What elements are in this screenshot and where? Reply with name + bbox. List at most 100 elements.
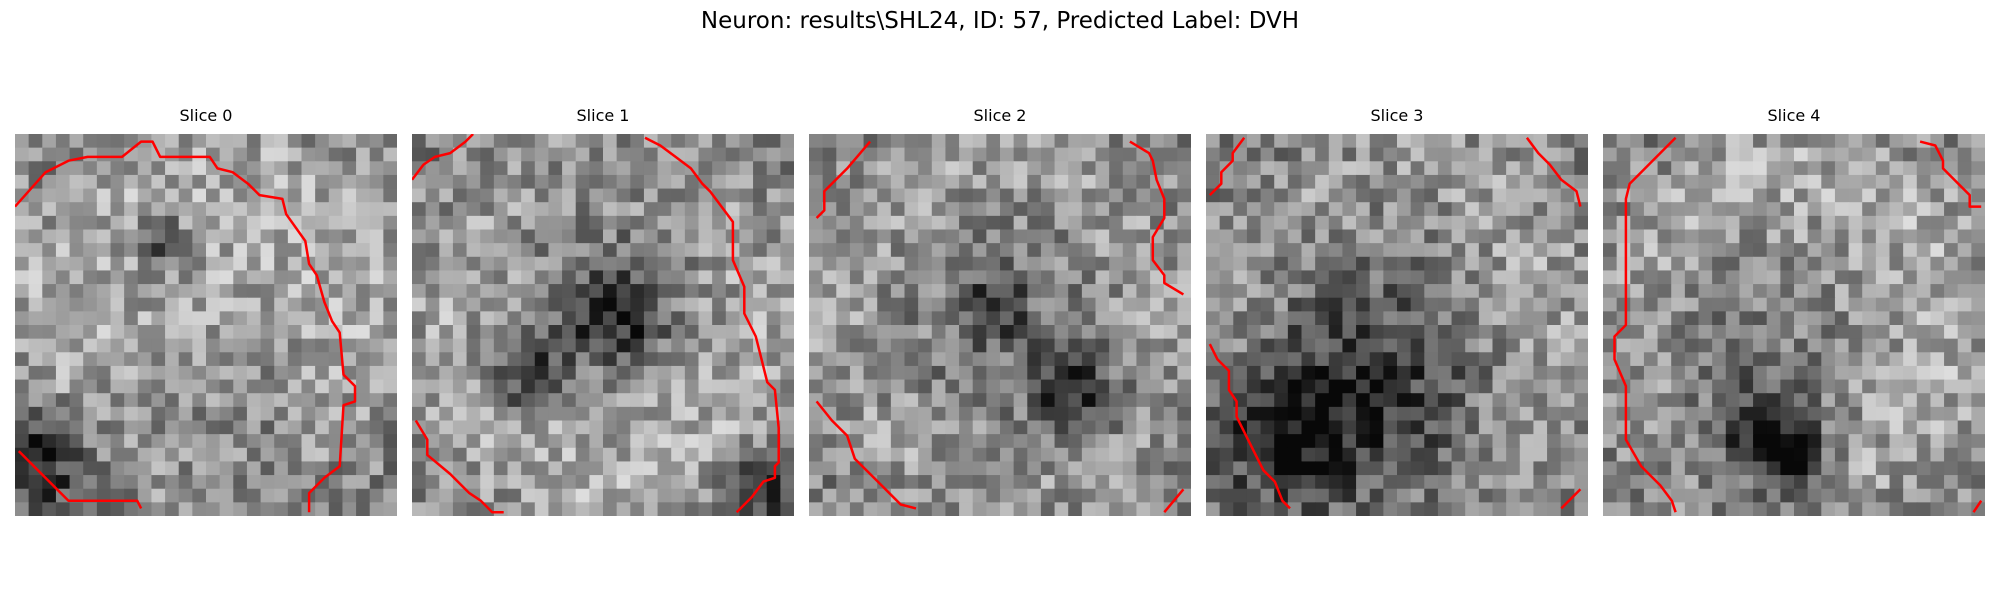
- pixel: [1068, 243, 1083, 258]
- pixel: [562, 338, 577, 353]
- pixel: [1109, 447, 1124, 463]
- pixel: [178, 147, 193, 162]
- pixel: [1000, 475, 1015, 490]
- pixel: [1206, 284, 1221, 299]
- pixel: [1437, 202, 1453, 217]
- pixel: [1930, 488, 1945, 503]
- pixel: [1630, 365, 1645, 381]
- pixel: [233, 352, 248, 367]
- pixel: [1246, 284, 1262, 299]
- pixel: [1547, 365, 1562, 381]
- pixel: [439, 434, 454, 449]
- pixel: [836, 270, 851, 285]
- pixel: [863, 475, 878, 490]
- pixel: [1753, 338, 1768, 353]
- pixel: [246, 229, 262, 244]
- pixel: [1725, 434, 1741, 449]
- pixel: [863, 229, 878, 244]
- pixel: [1533, 393, 1548, 408]
- pixel: [630, 420, 645, 435]
- pixel: [603, 406, 618, 422]
- pixel: [1342, 338, 1357, 353]
- pixel: [328, 406, 344, 422]
- pixel: [1410, 134, 1425, 149]
- pixel: [877, 270, 892, 285]
- pixel: [739, 379, 754, 394]
- pixel: [1274, 352, 1289, 367]
- pixel: [28, 379, 43, 394]
- pixel: [219, 338, 234, 353]
- pixel: [206, 243, 221, 258]
- pixel: [1219, 174, 1234, 190]
- pixel: [1834, 393, 1850, 408]
- pixel: [1040, 284, 1056, 299]
- pixel: [425, 338, 440, 353]
- pixel: [877, 488, 892, 503]
- pixel: [1492, 461, 1507, 476]
- pixel: [1821, 325, 1836, 340]
- pixel: [1410, 434, 1425, 449]
- pixel: [1698, 215, 1713, 231]
- pixel: [425, 488, 440, 503]
- pixel: [684, 311, 700, 326]
- pixel: [1603, 147, 1618, 162]
- pixel: [452, 325, 468, 340]
- pixel: [1930, 475, 1945, 490]
- pixel: [1603, 202, 1618, 217]
- pixel: [1328, 475, 1344, 490]
- pixel: [1807, 475, 1822, 490]
- pixel: [1027, 420, 1042, 435]
- pixel: [712, 461, 727, 476]
- pixel: [671, 297, 686, 312]
- pixel: [684, 379, 700, 394]
- pixel: [69, 379, 84, 394]
- pixel: [96, 434, 112, 449]
- pixel: [780, 447, 794, 463]
- pixel: [165, 352, 180, 367]
- pixel: [931, 352, 947, 367]
- pixel: [1794, 147, 1809, 162]
- pixel: [1246, 325, 1262, 340]
- pixel: [1848, 352, 1863, 367]
- pixel: [1301, 284, 1316, 299]
- pixel: [1862, 488, 1877, 503]
- pixel: [521, 352, 536, 367]
- pixel: [412, 174, 427, 190]
- pixel: [192, 311, 207, 326]
- pixel: [1533, 365, 1548, 381]
- pixel: [1177, 447, 1191, 463]
- pixel: [643, 297, 659, 312]
- pixel: [110, 352, 125, 367]
- pixel: [1519, 406, 1535, 422]
- pixel: [643, 434, 659, 449]
- pixel: [822, 338, 837, 353]
- pixel: [192, 202, 207, 217]
- pixel: [192, 447, 207, 463]
- pixel: [931, 243, 947, 258]
- pixel: [1834, 406, 1850, 422]
- pixel: [1780, 406, 1795, 422]
- pixel: [1630, 202, 1645, 217]
- pixel: [301, 134, 316, 149]
- pixel: [959, 174, 974, 190]
- pixel: [1410, 270, 1425, 285]
- pixel: [1040, 502, 1056, 516]
- pixel: [1753, 311, 1768, 326]
- pixel: [1903, 434, 1918, 449]
- pixel: [616, 475, 631, 490]
- pixel: [28, 297, 43, 312]
- pixel: [342, 311, 357, 326]
- pixel: [1206, 270, 1221, 285]
- pixel: [1794, 420, 1809, 435]
- pixel: [1219, 338, 1234, 353]
- pixel: [1027, 202, 1042, 217]
- pixel: [809, 256, 824, 272]
- pixel: [1027, 174, 1042, 190]
- pixel: [301, 297, 316, 312]
- pixel: [1246, 352, 1262, 367]
- pixel: [412, 215, 427, 231]
- pixel: [219, 297, 234, 312]
- pixel: [342, 229, 357, 244]
- pixel: [1068, 297, 1083, 312]
- pixel: [287, 134, 303, 149]
